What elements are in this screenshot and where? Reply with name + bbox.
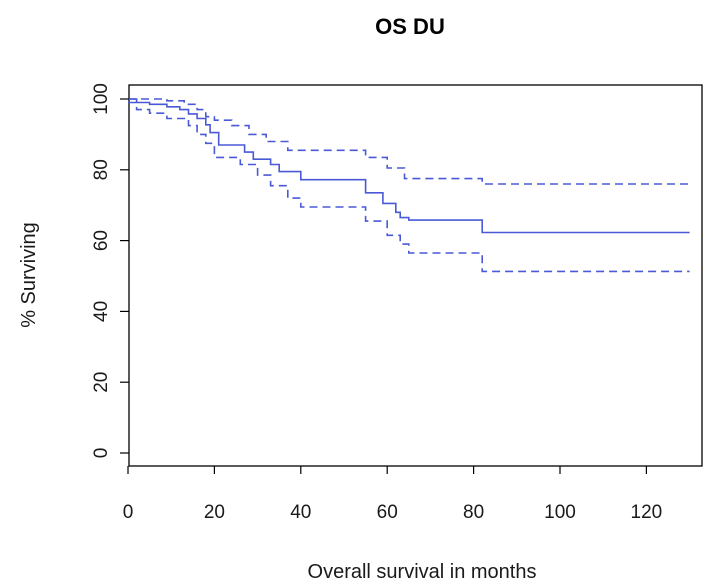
x-axis-label: Overall survival in months bbox=[308, 561, 537, 583]
chart-title: OS DU bbox=[375, 14, 445, 39]
confidence-band-1 bbox=[128, 98, 690, 185]
y-tick-label: 60 bbox=[91, 230, 112, 251]
x-axis: 0 20 40 60 80 100 120 bbox=[123, 466, 663, 523]
x-tick-label: 60 bbox=[377, 502, 398, 523]
y-tick-label: 0 bbox=[91, 448, 112, 459]
x-tick-label: 0 bbox=[123, 502, 134, 523]
curves-layer bbox=[128, 98, 690, 273]
survival-curve bbox=[128, 98, 690, 234]
x-tick-label: 100 bbox=[544, 502, 576, 523]
y-tick-label: 20 bbox=[91, 372, 112, 393]
x-tick-label: 40 bbox=[290, 502, 311, 523]
y-tick-label: 80 bbox=[91, 159, 112, 180]
y-tick-label: 40 bbox=[91, 301, 112, 322]
x-tick-label: 20 bbox=[204, 502, 225, 523]
plot-frame bbox=[128, 84, 703, 467]
y-tick-label: 100 bbox=[91, 83, 112, 115]
y-axis: 0 20 40 60 80 100 bbox=[91, 83, 129, 458]
x-tick-label: 120 bbox=[631, 502, 663, 523]
x-tick-label: 80 bbox=[463, 502, 484, 523]
confidence-band-2 bbox=[128, 101, 690, 273]
y-axis-label: % Surviving bbox=[18, 222, 40, 328]
